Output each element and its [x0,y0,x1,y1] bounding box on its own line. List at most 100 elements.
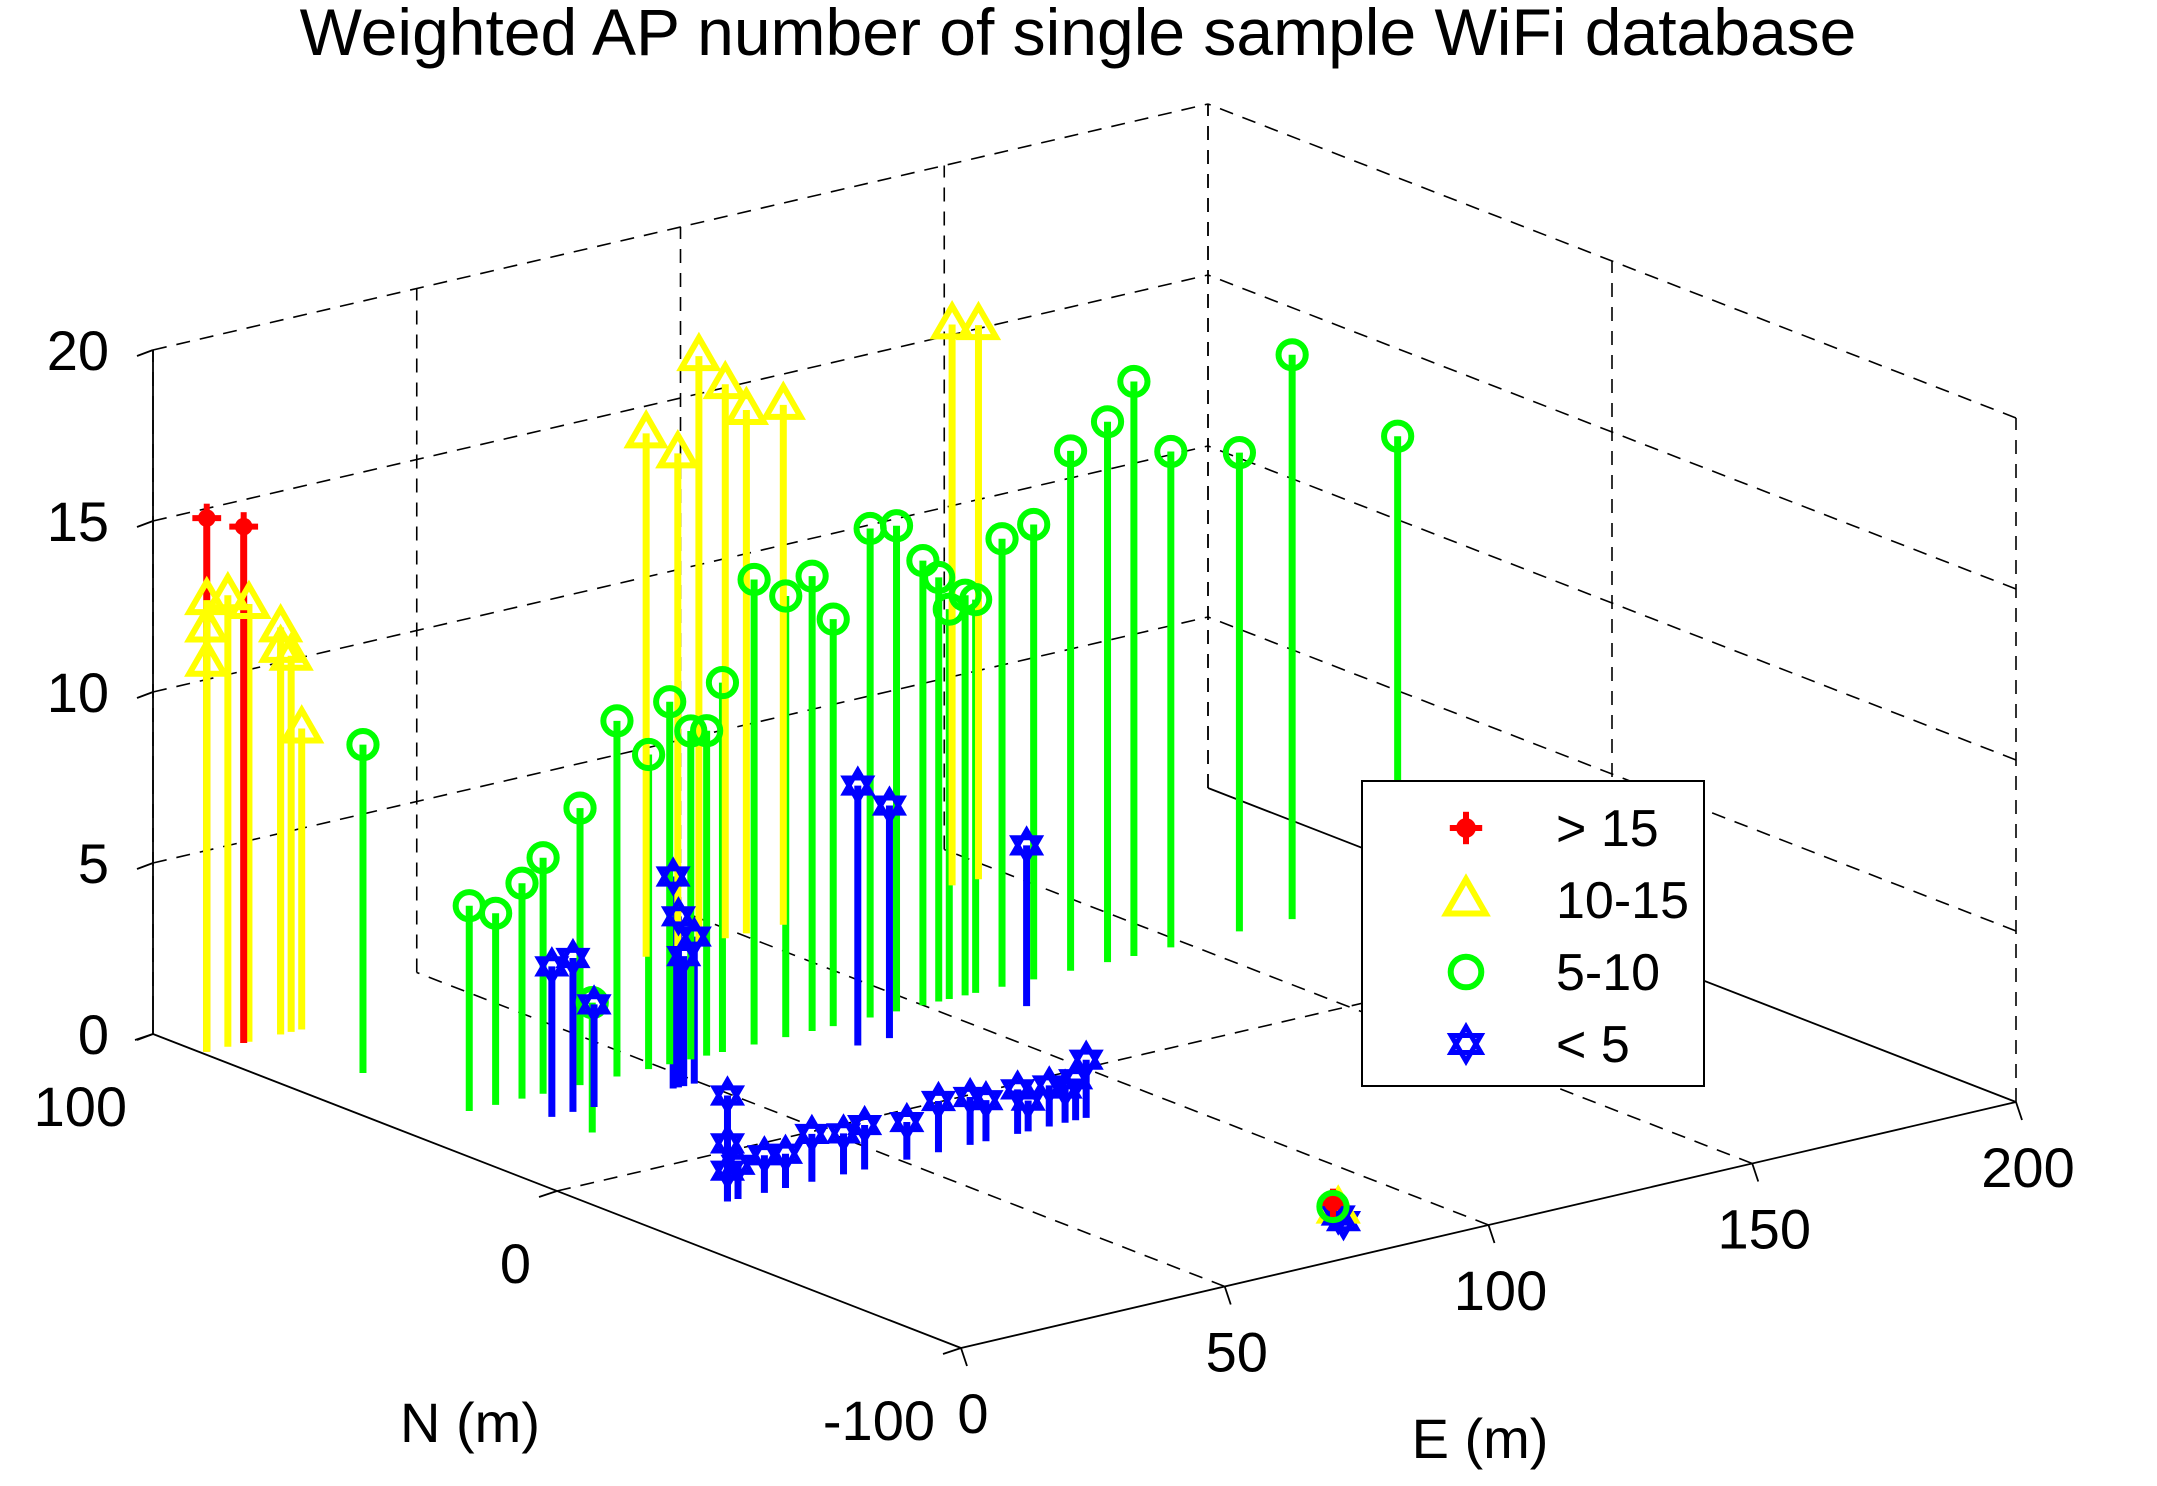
data-point [1316,1189,1350,1224]
data-point [840,765,876,806]
data-point [920,1080,957,1122]
x-tick-label: 100 [1454,1259,1547,1322]
data-point [526,841,560,875]
y-tick-mark [538,1190,558,1198]
legend-box [1361,780,1705,1087]
data-point [1275,338,1309,372]
z-tick-mark [136,349,154,357]
data-markers [184,300,1415,1242]
data-point [690,714,724,748]
x-tick-mark [2015,1101,2023,1121]
legend-marker [1441,873,1491,917]
data-point [676,331,722,372]
data-point [632,737,666,772]
data-point [871,785,908,826]
x-tick-label: 200 [1981,1136,2074,1199]
data-point [655,856,691,897]
data-point [746,1135,782,1176]
data-point [229,512,259,541]
data-point [257,623,304,663]
data-point [1000,1069,1036,1110]
y-tick-mark [134,1033,154,1041]
legend-label: 5-10 [1556,944,1660,1002]
data-point [534,946,570,987]
data-point [929,300,975,340]
data-point [1054,434,1088,468]
data-point [184,637,230,677]
z-tick-label: 5 [78,832,109,895]
x-tick-label: 0 [957,1382,988,1445]
data-point [1381,419,1415,453]
x-tick-label: 150 [1718,1198,1811,1261]
data-point [623,409,669,449]
data-point [653,685,687,719]
legend-label: 10-15 [1556,872,1689,930]
data-point [666,935,702,977]
data-point [709,1075,746,1116]
z-tick-mark [136,691,154,699]
data-point [655,428,701,469]
data-point [816,602,850,636]
x-axis-label: E (m) [1412,1407,1549,1470]
data-point [1031,1065,1067,1106]
data-point [1117,364,1151,399]
data-point [1154,434,1188,469]
data-point [705,665,740,700]
data-point [794,1113,830,1155]
data-point [847,1104,883,1146]
x-tick-mark [1751,1163,1760,1182]
y-tick-label: 100 [34,1075,127,1138]
data-point [192,503,222,533]
legend-marker [1446,1021,1486,1067]
data-point [600,704,634,738]
data-point [1009,825,1045,866]
data-point [268,631,314,671]
z-tick-mark [136,520,154,528]
data-point [906,544,940,578]
x-tick-mark [1223,1286,1232,1305]
y-tick-label: 0 [500,1232,531,1295]
data-point [674,714,708,748]
data-point [702,359,748,400]
legend-label: < 5 [1556,1016,1630,1074]
z-tick-mark [136,862,154,870]
grid-line [943,848,1753,1165]
data-point [452,889,486,923]
data-point [563,791,597,825]
chart-title: Weighted AP number of single sample WiFi… [300,0,1857,69]
data-point [769,579,803,613]
x-tick-mark [960,1347,968,1367]
z-tick-label: 15 [47,490,109,553]
data-point [985,522,1019,556]
data-point [676,916,712,957]
data-point [1090,405,1125,439]
data-point [555,937,591,979]
legend: > 15 10-15 5-10 < 5 [1361,780,1705,1087]
data-point [505,866,539,900]
legend-marker [1449,811,1483,845]
z-tick-label: 0 [78,1003,109,1066]
data-point [576,984,612,1025]
x-tick-mark [1487,1224,1496,1244]
data-point [1017,507,1051,542]
y-axis-label: N (m) [400,1391,540,1454]
data-point [723,385,770,426]
data-point [825,1113,862,1154]
data-point [760,380,806,420]
y-tick-mark [942,1347,962,1355]
data-point [709,1150,746,1191]
legend-label: > 15 [1556,800,1659,858]
data-point [205,570,251,611]
data-point [795,559,829,593]
data-point [660,896,697,937]
data-point [889,1101,925,1143]
data-stems [203,324,1402,1224]
data-point [853,511,887,546]
data-point [1068,1039,1104,1080]
data-point [1222,436,1257,470]
data-point [952,1076,988,1118]
legend-items: > 15 10-15 5-10 < 5 [1441,800,1689,1074]
x-tick-label: 50 [1206,1321,1268,1384]
